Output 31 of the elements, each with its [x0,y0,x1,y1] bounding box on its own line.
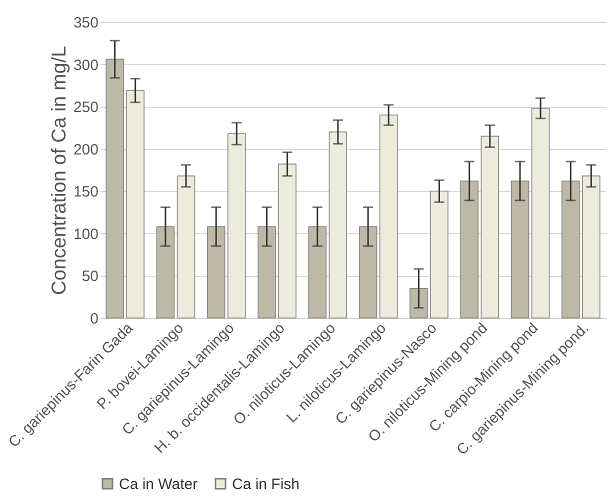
bar [582,176,600,318]
bar [258,226,276,318]
y-tick-label: 250 [73,99,98,116]
y-tick-label: 200 [73,141,98,158]
y-tick-label: 0 [90,310,98,328]
bar [106,58,124,318]
bar [358,226,378,318]
bar [410,288,428,318]
y-tick-label: 150 [73,184,98,201]
bar [562,180,580,318]
bar [278,164,296,318]
bar [228,133,246,318]
y-tick-label: 100 [73,226,98,243]
bar [328,132,348,318]
bar [176,176,196,318]
bar [206,226,226,318]
legend-label: Ca in Water [119,476,198,493]
y-tick-label: 300 [73,56,98,74]
bar [510,180,530,318]
bar [480,136,500,318]
legend-label: Ca in Fish [232,476,300,493]
bar [379,114,398,318]
bar [156,226,175,318]
y-tick-label: 50 [82,268,98,286]
bar [126,90,144,318]
bar [308,226,327,318]
y-tick-label: 350 [73,14,98,32]
bar [460,180,478,318]
bar [531,108,550,318]
y-axis-title: Concentration of Ca in mg/L [48,46,70,296]
bar [430,190,448,318]
